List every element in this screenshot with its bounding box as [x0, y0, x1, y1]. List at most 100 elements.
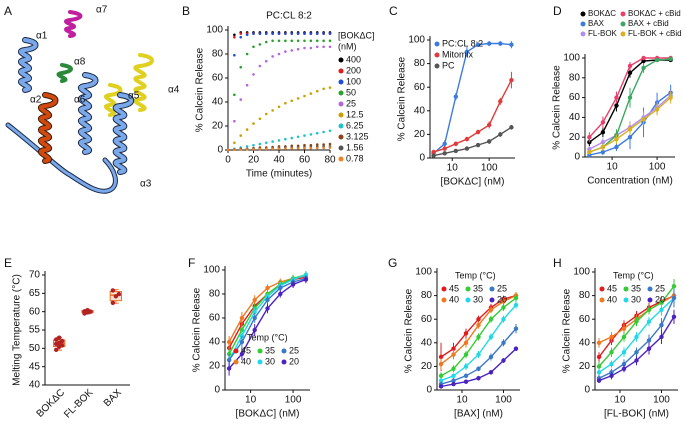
data-point [239, 65, 243, 69]
data-point [464, 49, 470, 54]
loop [5, 122, 118, 194]
y-tick-label: 80 [209, 289, 221, 300]
legend-label: 40 [241, 356, 251, 366]
data-point [296, 32, 300, 35]
data-point [245, 145, 249, 148]
data-point [278, 291, 283, 297]
legend-marker [620, 21, 626, 27]
data-point [303, 143, 306, 147]
data-point [463, 364, 469, 369]
data-point [600, 144, 606, 150]
y-tick-label: 80 [414, 58, 426, 69]
helix [64, 10, 83, 38]
data-point [442, 146, 447, 151]
legend-label: 6.25 [346, 120, 364, 130]
data-point [442, 141, 447, 147]
y-tick-label: 100 [415, 267, 432, 278]
legend-marker [338, 90, 344, 96]
helix [104, 83, 123, 117]
legend-label: 3.125 [346, 131, 369, 141]
y-tick-label: 20 [569, 132, 581, 143]
data-point [668, 56, 673, 62]
y-tick-label: 100 [203, 265, 220, 276]
data-point [621, 361, 627, 367]
y-tick-label: 0 [584, 385, 590, 396]
data-point [596, 354, 602, 360]
y-tick-label: 70 [29, 270, 41, 281]
legend-marker [580, 11, 586, 17]
data-point [226, 366, 232, 371]
data-point [634, 319, 639, 324]
data-point [264, 112, 268, 116]
data-point [284, 32, 287, 35]
y-tick-label: 40 [414, 105, 426, 116]
legend-title: [BOKΔC] [338, 30, 375, 40]
data-point [322, 45, 325, 49]
data-point [233, 141, 236, 145]
legend-label: 40 [449, 294, 459, 304]
data-point [309, 46, 313, 50]
data-point [239, 35, 243, 39]
data-point [296, 97, 300, 100]
panel-letter: G [388, 256, 397, 270]
y-tick-label: 60 [414, 82, 426, 93]
data-point [596, 364, 602, 369]
legend-marker [580, 31, 586, 37]
data-point [463, 331, 469, 336]
data-point [621, 326, 627, 331]
data-point [328, 129, 332, 133]
y-tick-label: 100 [408, 35, 425, 46]
data-point [475, 142, 481, 148]
data-point [463, 340, 469, 345]
data-point [498, 41, 503, 46]
data-point [290, 282, 296, 287]
data-point [659, 307, 664, 312]
data-point [488, 370, 494, 375]
legend-marker [338, 156, 344, 162]
legend-title: Temp (°C) [247, 332, 288, 342]
legend-marker [338, 79, 344, 85]
legend-label: 45 [449, 283, 459, 293]
x-tick-label: 10 [447, 163, 459, 174]
y-tick-label: 40 [569, 112, 581, 123]
data-point [501, 317, 506, 322]
data-point [641, 117, 646, 122]
data-point [671, 295, 677, 301]
y-tick-label: 65 [29, 288, 41, 299]
data-point [451, 352, 456, 357]
y-tick-label: 60 [212, 73, 224, 84]
legend-label: 25 [289, 345, 299, 355]
data-point [513, 346, 519, 351]
legend-title: Temp (°C) [455, 270, 496, 280]
legend-marker [441, 286, 447, 292]
legend-label: 1.56 [346, 142, 364, 152]
data-point [239, 339, 245, 345]
data-point [476, 334, 481, 340]
y-tick-label: 0 [419, 153, 425, 164]
data-point [671, 314, 677, 320]
data-point [252, 309, 257, 315]
legend-label: 40 [607, 294, 617, 304]
x-axis-label: [BOKΔC] (nM) [441, 177, 505, 188]
data-point [233, 35, 236, 39]
x-tick-label: 10 [614, 395, 626, 406]
x-tick-label: 60 [299, 155, 311, 166]
data-point [258, 43, 262, 46]
data-point [596, 370, 602, 375]
legend-marker [338, 123, 344, 129]
legend-label: 25 [655, 283, 665, 293]
x-tick-label: 100 [481, 163, 498, 174]
protein-structure [5, 10, 154, 194]
data-point [290, 49, 294, 52]
data-point [587, 149, 592, 155]
legend-label: 400 [346, 54, 361, 64]
data-point [488, 354, 494, 360]
y-tick-label: 100 [573, 267, 590, 278]
data-point [463, 373, 469, 379]
data-point [271, 140, 274, 143]
x-axis-label: Time (minutes) [246, 169, 312, 180]
data-point [609, 373, 614, 379]
x-axis-label: [BAX] (nM) [454, 409, 503, 420]
data-point [252, 327, 257, 333]
legend-label: PC:CL 8:2 [442, 38, 483, 48]
